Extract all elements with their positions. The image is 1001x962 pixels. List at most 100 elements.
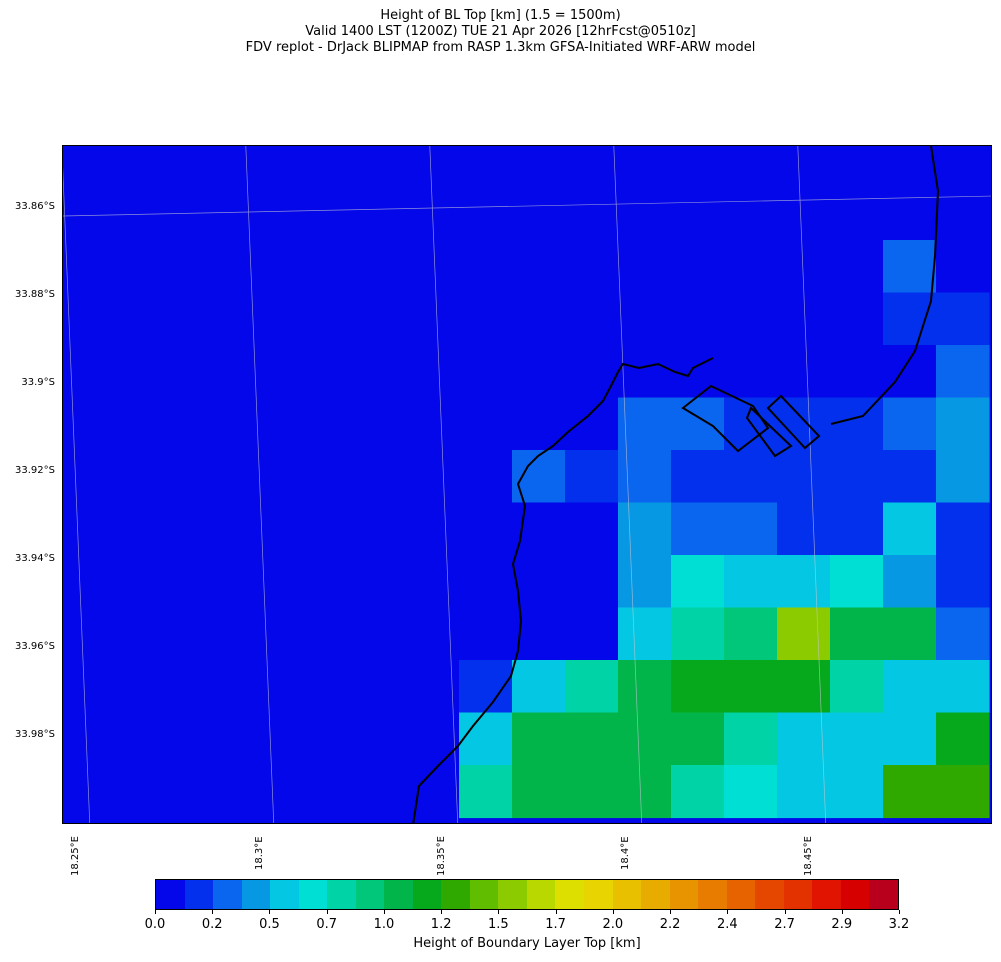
colorbar-tick-mark	[841, 910, 843, 914]
colorbar-tick-mark	[498, 910, 500, 914]
colorbar-swatch	[869, 880, 898, 909]
bl-height-cell	[777, 187, 831, 241]
bl-height-cell	[63, 450, 89, 504]
bl-height-cell	[724, 240, 778, 294]
bl-height-cell	[63, 345, 89, 399]
map-title-line-2: Valid 1400 LST (1200Z) TUE 21 Apr 2026 […	[305, 24, 696, 39]
bl-height-cell	[459, 712, 513, 766]
colorbar-tick-mark	[784, 910, 786, 914]
bl-height-cell	[406, 712, 460, 766]
bl-height-cell	[671, 607, 725, 661]
bl-height-cell	[300, 187, 354, 241]
bl-height-cell	[565, 607, 619, 661]
bl-height-cell	[300, 345, 354, 399]
bl-height-cell	[618, 292, 672, 346]
colorbar-tick-mark	[155, 910, 156, 914]
bl-height-cell	[777, 660, 831, 714]
coastline-segment	[766, 394, 821, 450]
bl-height-cell	[141, 450, 195, 504]
coastline-segment	[412, 357, 714, 823]
lat-tick-label: 33.92°S	[15, 465, 55, 476]
colorbar-swatch	[384, 880, 413, 909]
bl-height-cell	[830, 240, 884, 294]
bl-height-cell	[88, 146, 142, 189]
bl-height-cell	[459, 146, 513, 189]
bl-height-cell	[565, 397, 619, 451]
bl-height-cell	[141, 345, 195, 399]
bl-height-cell	[459, 397, 513, 451]
colorbar-tick-label: 2.4	[716, 917, 738, 932]
bl-height-cell	[883, 765, 937, 819]
bl-height-cell	[883, 345, 937, 399]
bl-height-cell	[88, 607, 142, 661]
map-area[interactable]: 0.00.00.00.00.10.7SHL: 0.1SHT: 0.3LHT: 0…	[62, 145, 992, 824]
bl-height-cell	[247, 397, 301, 451]
colorbar-swatch	[327, 880, 356, 909]
bl-height-cell	[141, 660, 195, 714]
coastline-segment	[830, 146, 940, 425]
bl-height-cell	[618, 240, 672, 294]
colorbar-tick-mark	[555, 910, 557, 914]
bl-height-cell	[936, 607, 990, 661]
bl-height-cell	[830, 187, 884, 241]
bl-height-cell	[353, 555, 407, 609]
bl-height-cell	[194, 712, 248, 766]
bl-height-cell	[63, 146, 89, 189]
lat-tick-label: 33.9°S	[21, 377, 55, 388]
colorbar-tick-mark	[212, 910, 214, 914]
bl-height-cell	[512, 240, 566, 294]
bl-height-cell	[63, 397, 89, 451]
bl-height-cell	[671, 555, 725, 609]
bl-height-cell	[671, 397, 725, 451]
colorbar-tick-mark	[383, 910, 385, 914]
bl-height-cell	[830, 450, 884, 504]
colorbar-tick-label: 0.5	[259, 917, 280, 932]
bl-height-cell	[565, 450, 619, 504]
bl-height-cell	[565, 292, 619, 346]
graticule-lon-line	[613, 146, 643, 823]
coastline-segment	[745, 406, 793, 458]
colorbar-tick-label: 2.2	[659, 917, 681, 932]
bl-height-cell	[300, 146, 354, 189]
bl-height-cell	[88, 712, 142, 766]
bl-height-cell	[459, 187, 513, 241]
bl-height-cell	[777, 555, 831, 609]
bl-height-cell	[565, 345, 619, 399]
bl-height-cell	[512, 712, 566, 766]
bl-height-cell	[777, 146, 831, 189]
colorbar-tick-mark	[612, 910, 614, 914]
bl-height-cell	[724, 607, 778, 661]
bl-height-cell	[724, 187, 778, 241]
bl-height-cell	[406, 292, 460, 346]
bl-height-cell	[565, 146, 619, 189]
bl-height-cell	[353, 187, 407, 241]
bl-height-cell	[883, 397, 937, 451]
bl-height-cell	[936, 555, 990, 609]
bl-height-cell	[724, 555, 778, 609]
colorbar-tick-mark	[899, 910, 900, 914]
colorbar-tick-label: 1.2	[430, 917, 452, 932]
bl-height-cell	[300, 765, 354, 819]
bl-height-cell	[88, 765, 142, 819]
bl-height-cell	[459, 292, 513, 346]
bl-height-cell	[671, 345, 725, 399]
bl-height-cell	[406, 345, 460, 399]
graticule-lon-line	[63, 166, 91, 823]
bl-height-cell	[936, 397, 990, 451]
colorbar-swatch	[298, 880, 328, 909]
bl-height-cell	[830, 712, 884, 766]
bl-height-cell	[512, 502, 566, 556]
bl-height-cell	[936, 292, 990, 346]
bl-height-cell	[353, 502, 407, 556]
bl-height-cell	[936, 502, 990, 556]
bl-height-cell	[459, 502, 513, 556]
colorbar-swatch	[498, 880, 527, 909]
colorbar-tick-label: 0.7	[316, 917, 338, 932]
bl-height-cell	[63, 607, 89, 661]
bl-height-cell	[300, 555, 354, 609]
bl-height-cell	[512, 765, 566, 819]
bl-height-cell	[936, 146, 990, 189]
bl-height-cell	[194, 660, 248, 714]
colorbar-swatch	[441, 880, 470, 909]
bl-height-cell	[247, 555, 301, 609]
